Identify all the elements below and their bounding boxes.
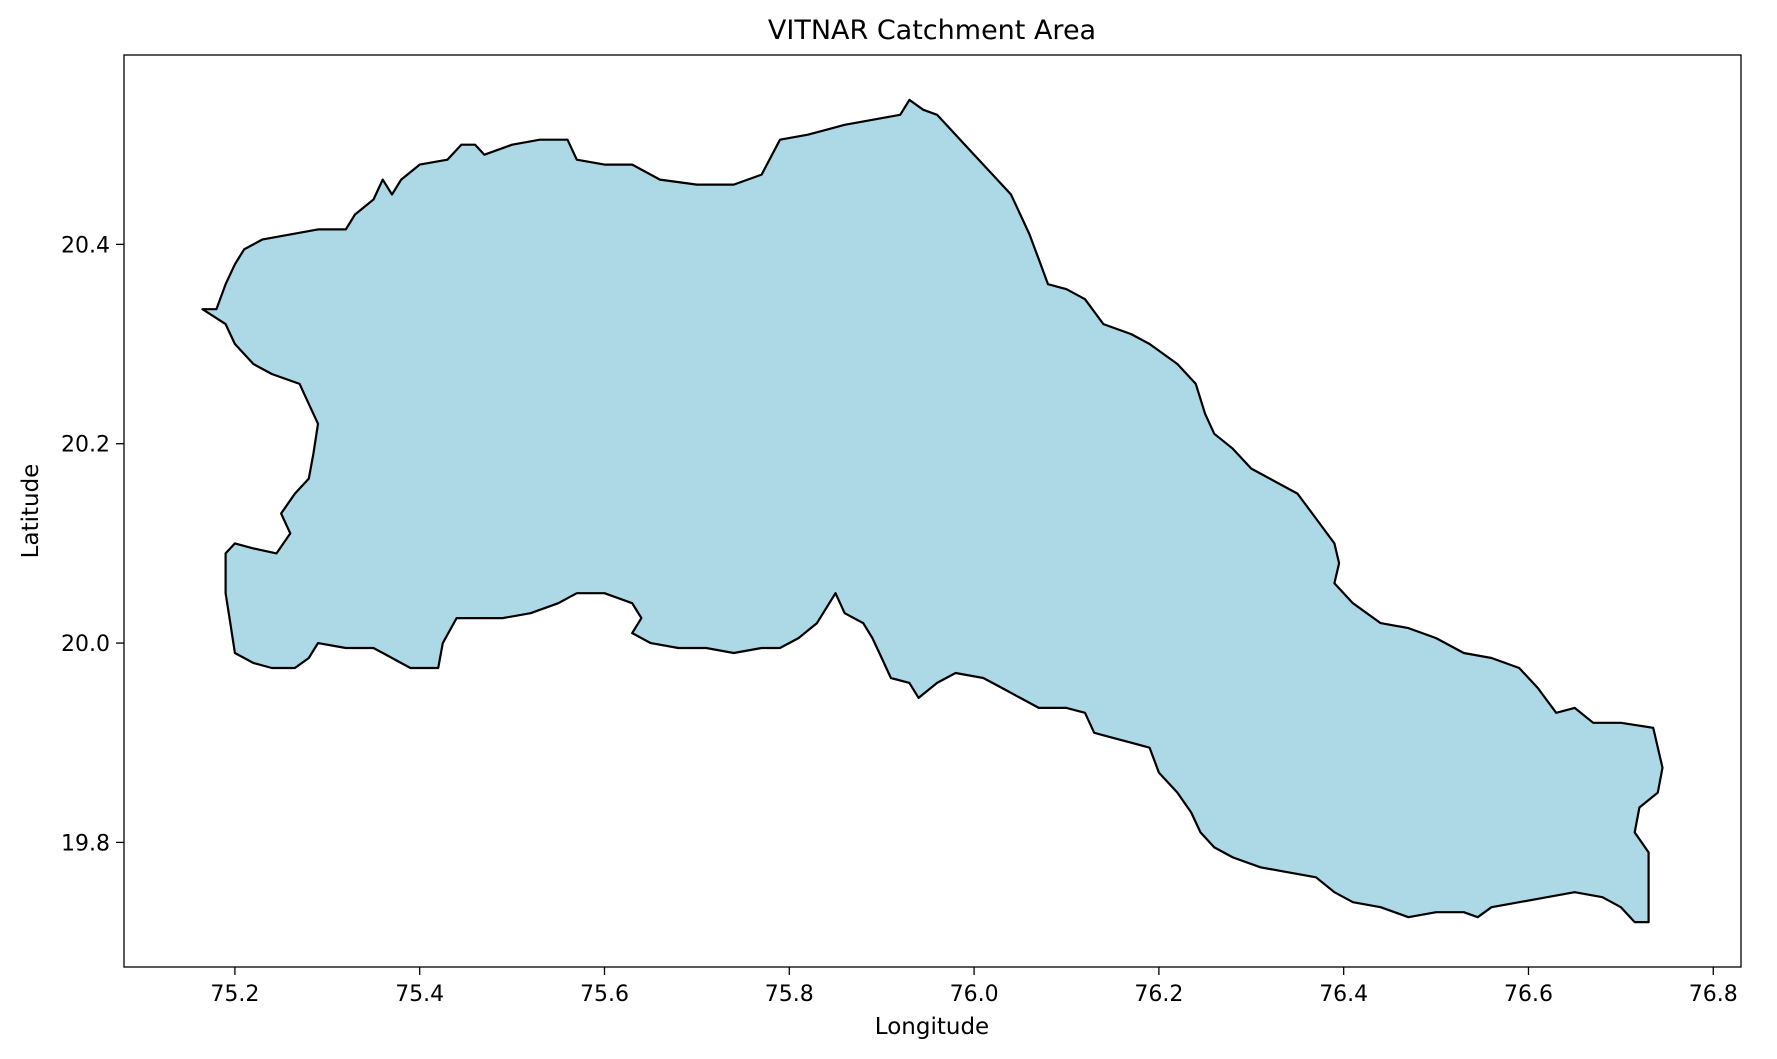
x-tick-label: 76.8 bbox=[1689, 982, 1738, 1007]
x-axis-ticks: 75.2 75.4 75.6 75.8 76.0 76.2 76.4 76.6 76.8 bbox=[210, 967, 1738, 1007]
x-tick-label: 76.4 bbox=[1319, 982, 1368, 1007]
x-tick-label: 75.4 bbox=[395, 982, 444, 1007]
catchment-polygon bbox=[201, 98, 1664, 924]
x-tick-label: 76.2 bbox=[1134, 982, 1183, 1007]
chart-title: VITNAR Catchment Area bbox=[768, 15, 1096, 46]
x-tick-label: 75.6 bbox=[580, 982, 629, 1007]
y-axis-label: Latitude bbox=[18, 464, 44, 559]
y-tick-label: 19.8 bbox=[61, 831, 110, 856]
plot-area bbox=[201, 98, 1664, 924]
x-tick-label: 75.8 bbox=[765, 982, 814, 1007]
y-tick-label: 20.0 bbox=[61, 632, 110, 657]
axes-frame bbox=[123, 54, 1742, 968]
y-tick-label: 20.2 bbox=[61, 433, 110, 458]
x-tick-label: 75.2 bbox=[210, 982, 259, 1007]
x-tick-label: 76.6 bbox=[1504, 982, 1553, 1007]
x-axis-label: Longitude bbox=[875, 1014, 989, 1040]
x-tick-label: 76.0 bbox=[950, 982, 999, 1007]
y-axis-ticks: 19.8 20.0 20.2 20.4 bbox=[61, 233, 124, 856]
y-tick-label: 20.4 bbox=[61, 233, 110, 258]
